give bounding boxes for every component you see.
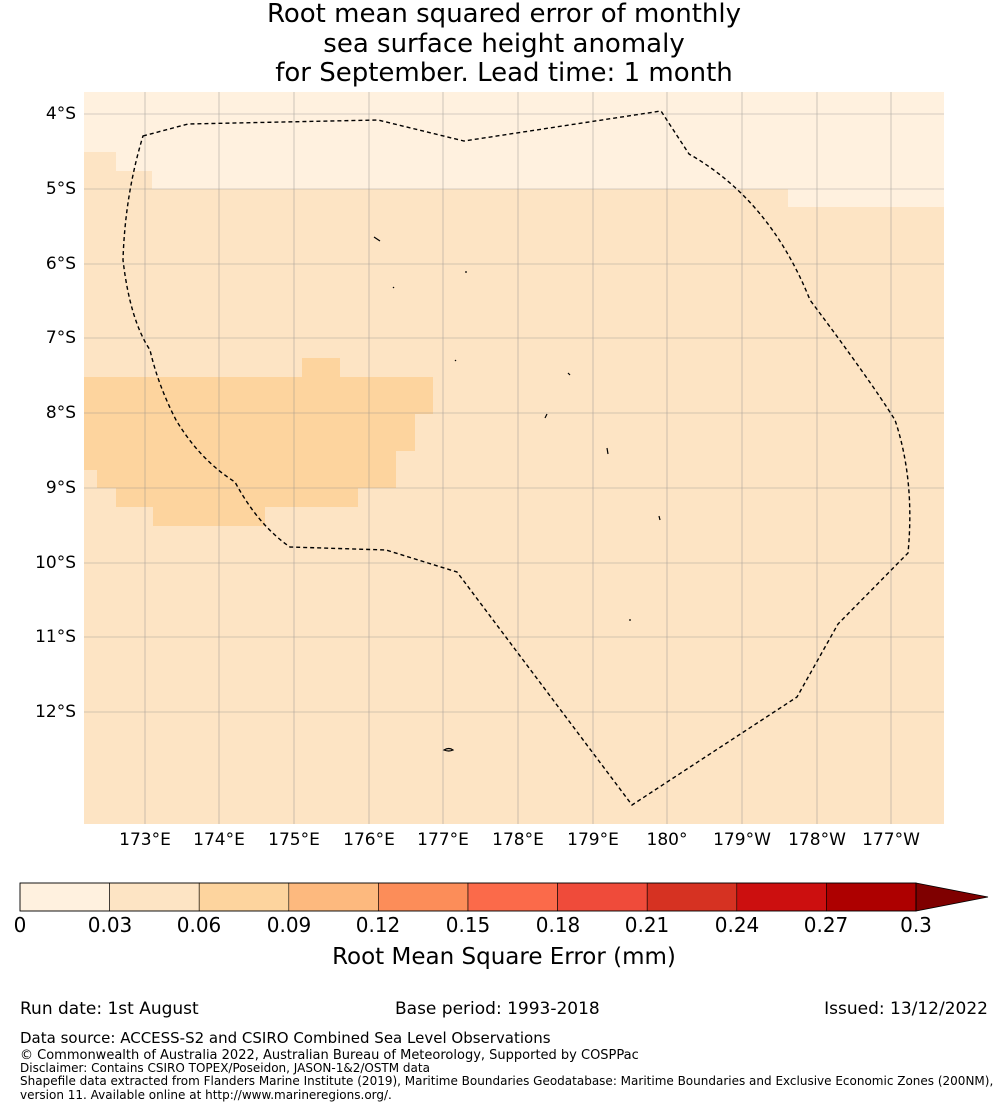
colorbar-tick: 0.06 [176, 913, 222, 937]
lon-label-174e: 174°E [193, 830, 245, 850]
data-source: Data source: ACCESS-S2 and CSIRO Combine… [20, 1029, 551, 1047]
field-low-region [84, 92, 944, 207]
colorbar-outline [19, 882, 917, 912]
colorbar-tick: 0.24 [714, 913, 760, 937]
colorbar-bin [198, 882, 290, 912]
run-date: Run date: 1st August [20, 999, 199, 1019]
colorbar-extend-arrow [915, 882, 989, 912]
lon-label-179w: 179°W [713, 830, 771, 850]
colorbar-tick: 0.12 [355, 913, 401, 937]
colorbar-bin [557, 882, 648, 912]
eez-boundary [122, 110, 911, 806]
field-mid-region [84, 358, 433, 526]
lat-label-5s: 5°S [45, 179, 76, 199]
lon-label-175e: 175°E [268, 830, 320, 850]
colorbar-tick: 0.21 [624, 913, 670, 937]
colorbar-bin [378, 882, 469, 912]
lon-label-180: 180° [646, 830, 688, 850]
colorbar-bin [736, 882, 827, 912]
lat-label-4s: 4°S [45, 104, 76, 124]
lon-label-176e: 176°E [343, 830, 395, 850]
lat-label-6s: 6°S [45, 254, 76, 274]
island [392, 286, 395, 289]
island [567, 372, 571, 376]
colorbar-tick: 0.15 [445, 913, 491, 937]
colorbar-tick: 0.27 [803, 913, 849, 937]
lon-label-179e: 179°E [567, 830, 619, 850]
colorbar-bin [109, 882, 200, 912]
lon-label-177w: 177°W [862, 830, 920, 850]
map-field [84, 92, 944, 824]
issued-date: Issued: 13/12/2022 [824, 999, 988, 1019]
lat-label-9s: 9°S [45, 478, 76, 498]
island [373, 236, 381, 242]
island [606, 447, 609, 455]
title-line-3: for September. Lead time: 1 month [275, 58, 733, 88]
colorbar-bin [826, 882, 917, 912]
lon-label-177e: 177°E [417, 830, 469, 850]
lat-label-7s: 7°S [45, 328, 76, 348]
colorbar-label: Root Mean Square Error (mm) [332, 944, 676, 970]
copyright: © Commonwealth of Australia 2022, Austra… [20, 1048, 639, 1063]
chart-title: Root mean squared error of monthly sea s… [0, 0, 1008, 89]
base-period: Base period: 1993-2018 [395, 999, 600, 1019]
graticule [84, 92, 944, 824]
lon-label-173e: 173°E [119, 830, 171, 850]
lat-label-11s: 11°S [35, 627, 76, 647]
colorbar-bin [467, 882, 558, 912]
shapefile-credit-line-2: version 11. Available online at http://w… [20, 1088, 392, 1102]
title-line-1: Root mean squared error of monthly [266, 0, 742, 29]
lon-label-178e: 178°E [492, 830, 544, 850]
island [658, 515, 661, 521]
lon-label-178w: 178°W [788, 830, 846, 850]
title-line-2: sea surface height anomaly [323, 28, 685, 59]
island [442, 747, 455, 752]
colorbar-tick: 0.3 [900, 913, 932, 937]
island [454, 359, 457, 362]
lat-label-12s: 12°S [35, 702, 76, 722]
colorbar-tick: 0.18 [535, 913, 581, 937]
colorbar-bin [646, 882, 738, 912]
colorbar-tick: 0.03 [87, 913, 133, 937]
colorbar-tick: 0 [13, 913, 27, 937]
island [544, 413, 548, 419]
colorbar-tick: 0.09 [266, 913, 312, 937]
lat-label-10s: 10°S [35, 553, 76, 573]
colorbar-bin [288, 882, 379, 912]
disclaimer: Disclaimer: Contains CSIRO TOPEX/Poseido… [20, 1061, 430, 1075]
shapefile-credit-line-1: Shapefile data extracted from Flanders M… [20, 1074, 994, 1088]
colorbar-bins [19, 882, 917, 912]
colorbar-bin [19, 882, 110, 912]
lat-label-8s: 8°S [45, 403, 76, 423]
islands [373, 236, 661, 752]
